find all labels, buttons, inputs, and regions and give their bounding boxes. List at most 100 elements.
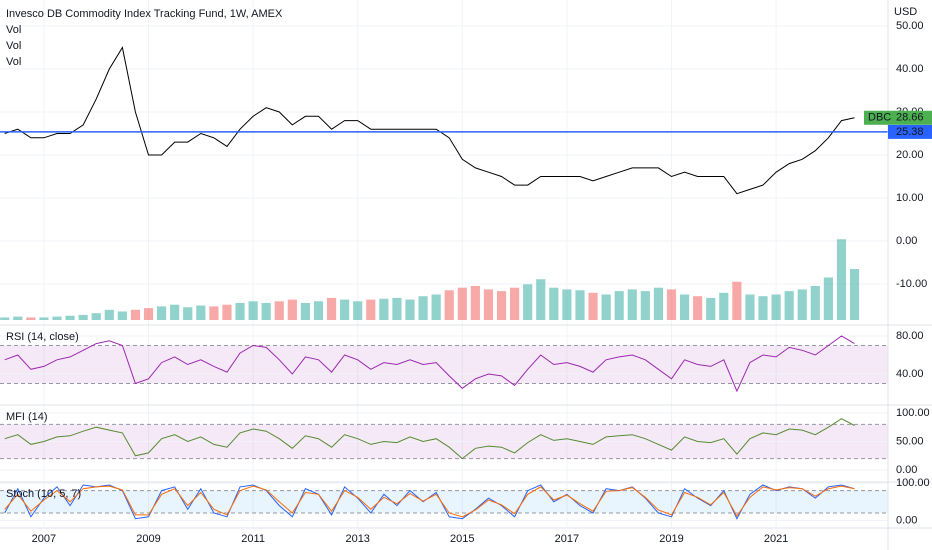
volume-bar [536,279,546,320]
last-price-label: 28.66 [896,112,924,124]
x-tick-label: 2021 [764,533,788,545]
volume-bar [52,316,62,320]
y-tick-label: 100.00 [896,477,930,489]
volume-bar [588,292,598,320]
volume-bar [771,294,781,320]
volume-bar [209,306,219,320]
last-price-name: DBC [868,112,891,124]
volume-bar [849,269,860,320]
series-line [4,418,855,460]
volume-bar [405,299,415,320]
y-tick-label: 0.00 [896,235,917,247]
volume-bar [117,311,127,320]
y-tick-label: 50.00 [896,20,924,32]
volume-bar [261,303,271,320]
x-tick-label: 2017 [555,533,579,545]
volume-bar [679,294,690,320]
volume-bar [392,297,402,320]
volume-bar [483,289,494,320]
volume-bar [287,299,297,320]
volume-bar [379,298,389,320]
volume-bar [26,317,36,320]
volume-bar [340,299,350,320]
volume-bar [627,289,637,320]
volume-bar [366,299,376,320]
y-tick-label: 80.00 [896,330,924,342]
y-tick-label: 100.00 [896,407,930,419]
x-tick-label: 2015 [450,533,474,545]
x-tick-label: 2011 [241,533,265,545]
volume-bar [326,297,337,320]
y-tick-label: -10.00 [896,278,927,290]
volume-bar [510,287,520,320]
volume-bar [470,286,480,320]
band [0,345,888,384]
band [0,490,888,514]
y-tick-label: 0.00 [896,464,917,476]
y-tick-label: 50.00 [896,435,924,447]
y-tick-label: 40.00 [896,63,924,75]
volume-bar [523,284,533,320]
volume-bar [575,290,585,320]
indicator-label: Vol [6,24,21,36]
volume-bar [0,317,10,320]
volume-bar [353,301,363,320]
volume-bar [78,314,88,320]
indicator-label: Vol [6,56,21,68]
volume-bar [797,289,807,320]
volume-bar [235,303,245,320]
volume-bar [222,304,232,320]
volume-bar [157,306,167,320]
volume-bar [693,296,703,320]
volume-bar [274,301,284,320]
volume-bar [300,303,310,320]
volume-bar [836,239,847,320]
volume-bar [562,289,572,320]
volume-bar [457,287,467,320]
volume-bar [601,294,611,320]
x-tick-label: 2007 [32,533,56,545]
volume-bar [183,307,193,320]
volume-bar [614,291,624,320]
volume-bar [444,290,454,320]
volume-bar [248,301,258,320]
volume-bar [496,291,507,320]
pane-title: RSI (14, close) [6,331,79,343]
y-tick-label: 40.00 [896,368,924,380]
y-tick-label: 0.00 [896,514,917,526]
pane-title: MFI (14) [6,411,48,423]
x-tick-label: 2019 [659,533,683,545]
volume-bar [810,286,820,320]
price-badge-label: 25.38 [896,126,924,138]
price-badge [888,124,932,139]
y-tick-label: 20.00 [896,149,924,161]
volume-bar [130,309,141,320]
x-tick-label: 2013 [345,533,369,545]
x-tick-label: 2009 [136,533,160,545]
series-line [4,485,855,518]
indicator-label: Vol [6,40,21,52]
volume-bar [418,296,428,320]
y-tick-label: 10.00 [896,192,924,204]
volume-bar [653,287,663,320]
axis-label: USD [894,6,917,18]
volume-bar [719,292,729,320]
marks [0,46,888,520]
volume-bar [745,294,755,320]
volume-bar [65,315,75,320]
volume-bar [39,317,49,320]
volume-bar [104,309,114,320]
volume-bar [549,287,559,320]
volume-bar [170,304,180,320]
volume-bar [823,277,833,320]
volume-bar [431,294,441,320]
volume-bar [196,305,206,320]
volume-bar [13,316,23,320]
volume-bar [706,297,716,320]
volume-bar [784,291,794,320]
volume-bar [666,289,677,320]
series-line [4,46,855,195]
volume-bar [732,281,742,320]
